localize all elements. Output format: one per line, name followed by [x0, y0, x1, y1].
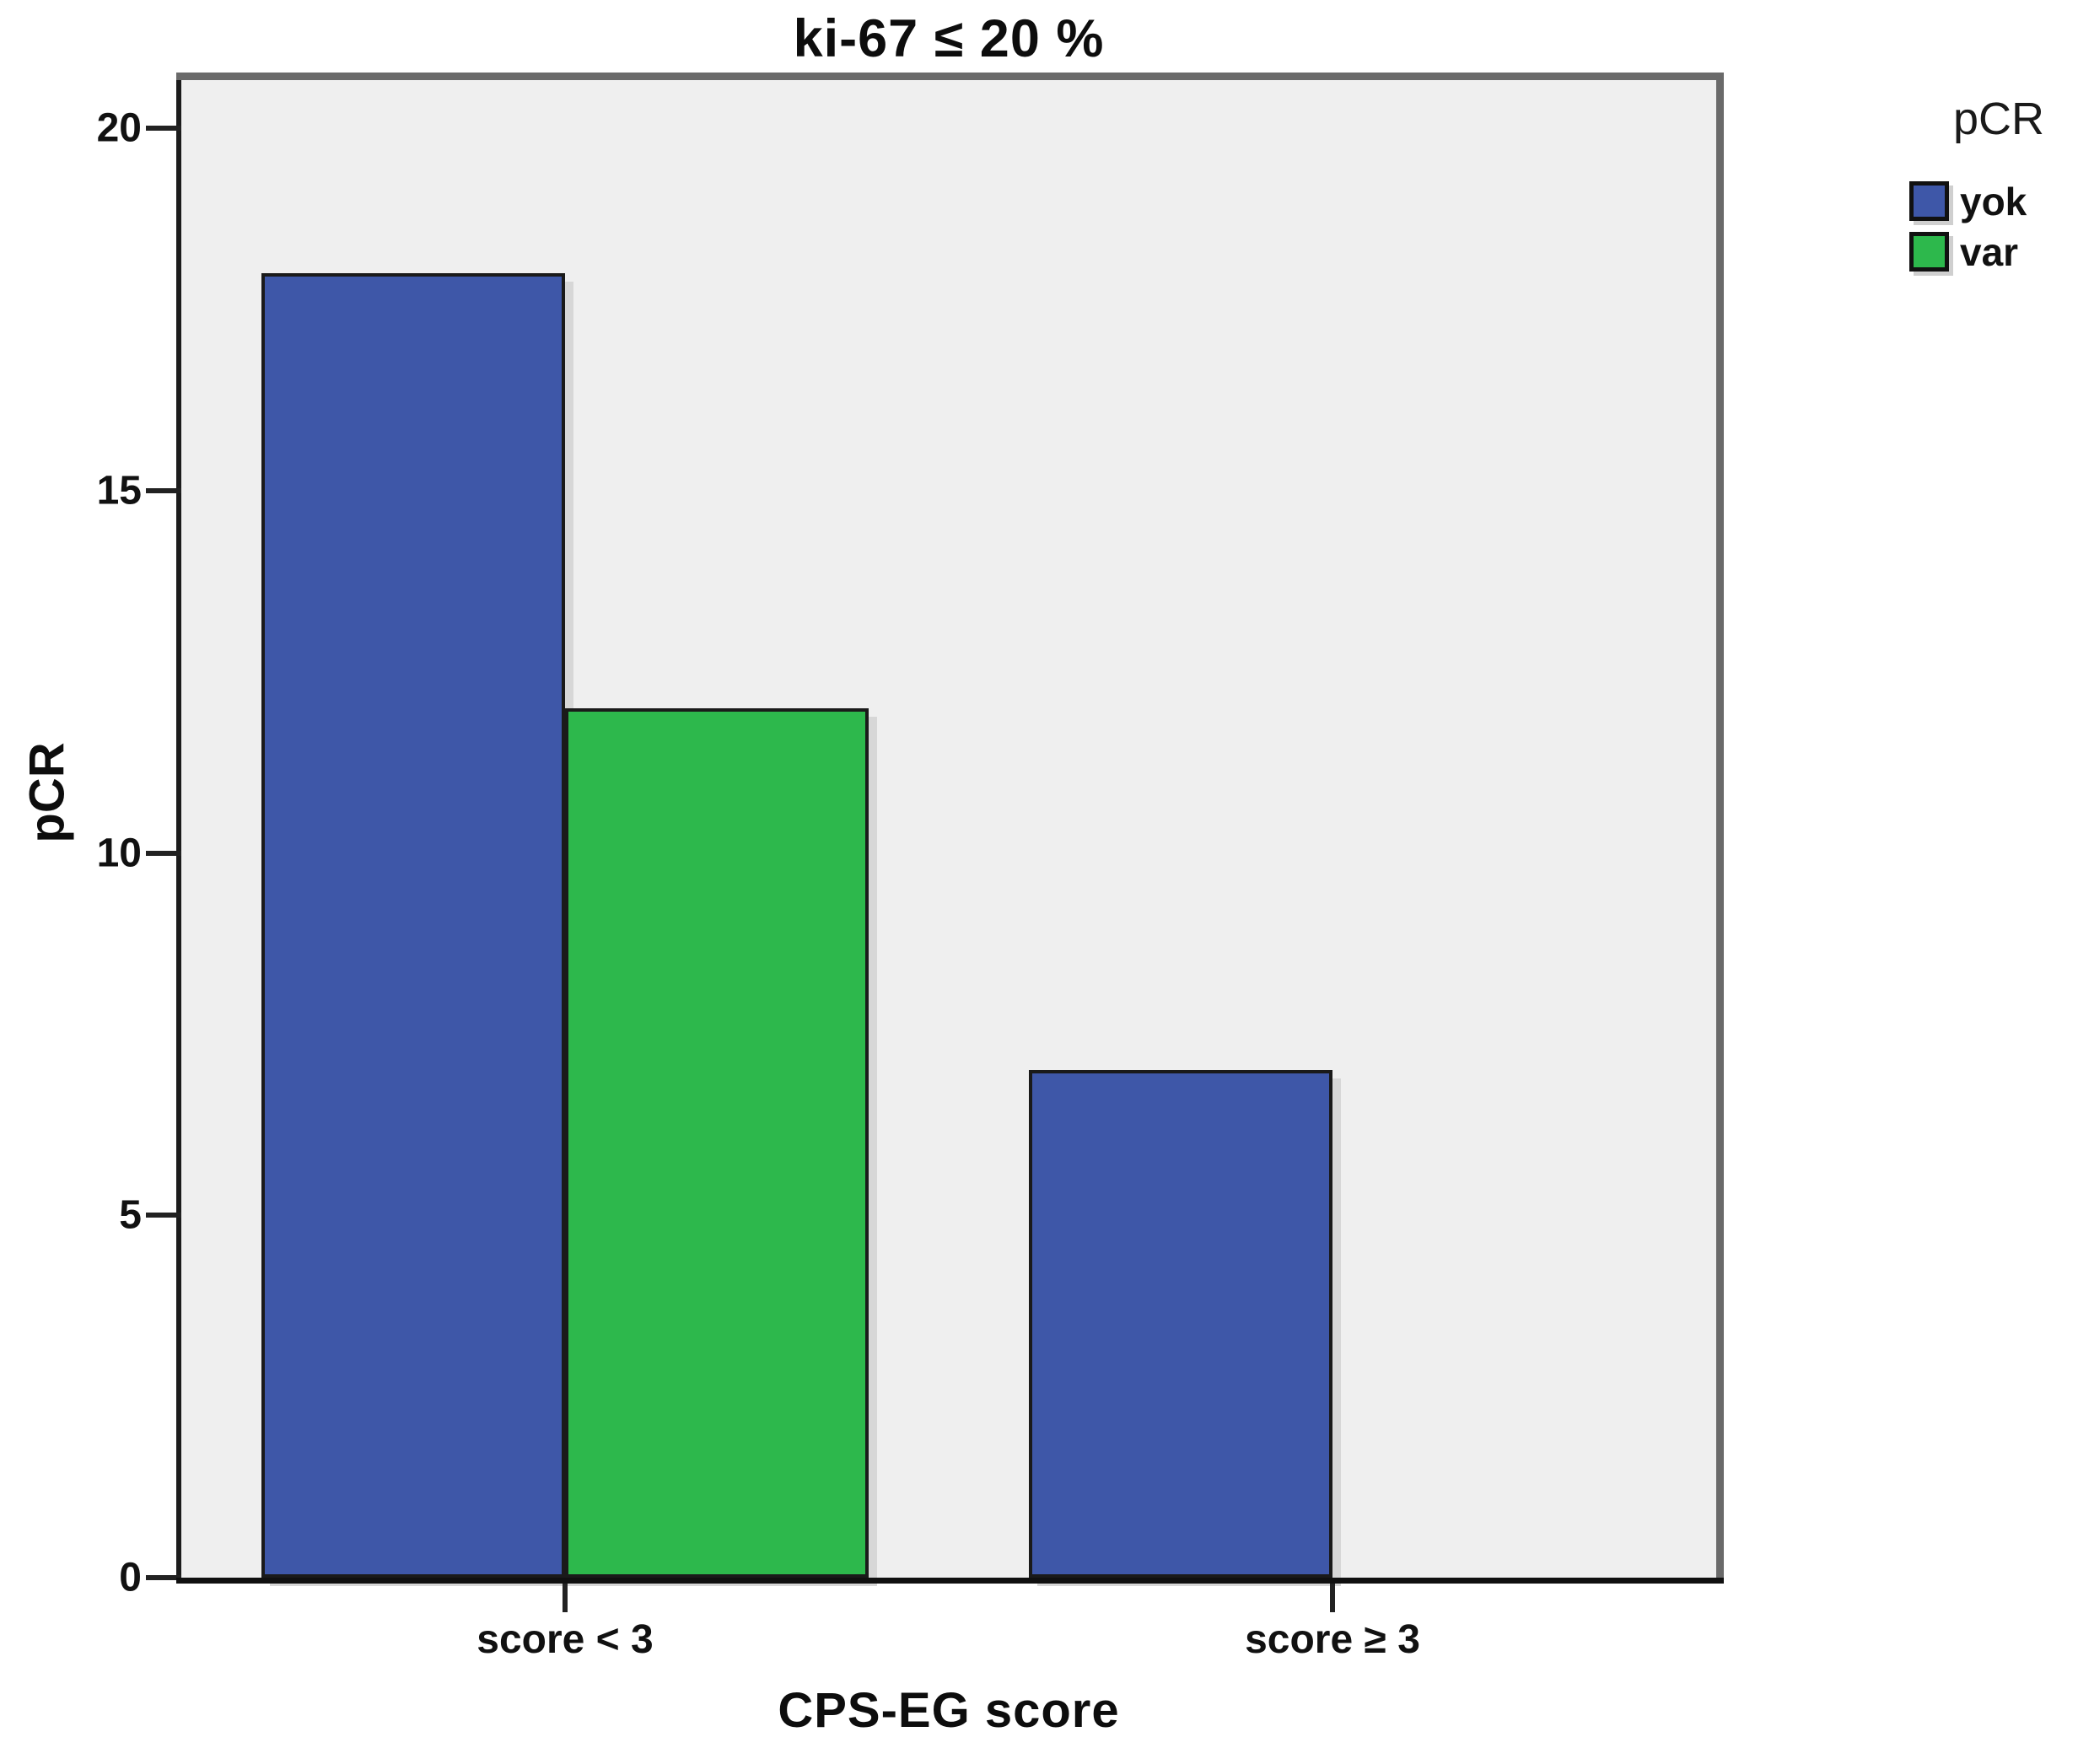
y-tick-10 [146, 850, 181, 856]
y-tick-15 [146, 487, 181, 493]
y-tick-0 [146, 1575, 181, 1580]
chart-title: ki-67 ≤ 20 % [793, 9, 1105, 68]
y-tick-label-0: 0 [119, 1555, 142, 1600]
y-tick-20 [146, 126, 181, 131]
x-tick-1 [1330, 1584, 1335, 1612]
y-tick-label-5: 5 [119, 1192, 142, 1238]
legend-label-yok: yok [1960, 180, 2027, 223]
legend-label-var: var [1960, 230, 2019, 274]
bar-var-category-0 [565, 707, 869, 1578]
y-tick-5 [146, 1213, 181, 1218]
x-axis-line [176, 1578, 1724, 1584]
y-tick-label-20: 20 [96, 105, 142, 151]
bar-yok-category-0 [261, 272, 565, 1578]
bar-yok-category-1 [1028, 1070, 1332, 1578]
plot-frame-top [176, 73, 1724, 80]
x-axis-title: CPS-EG score [778, 1683, 1120, 1738]
legend-title: pCR [1952, 94, 2045, 144]
plot-frame-right [1716, 73, 1724, 1584]
x-category-label-1: score ≥ 3 [1245, 1617, 1420, 1662]
legend-swatch-var [1909, 232, 1949, 272]
y-tick-label-15: 15 [96, 468, 142, 514]
y-axis-line [176, 80, 181, 1584]
y-axis-title: pCR [19, 742, 75, 843]
x-category-label-0: score < 3 [476, 1617, 654, 1662]
legend-swatch-yok [1909, 181, 1949, 221]
y-tick-label-10: 10 [96, 831, 142, 875]
x-tick-0 [563, 1584, 568, 1612]
